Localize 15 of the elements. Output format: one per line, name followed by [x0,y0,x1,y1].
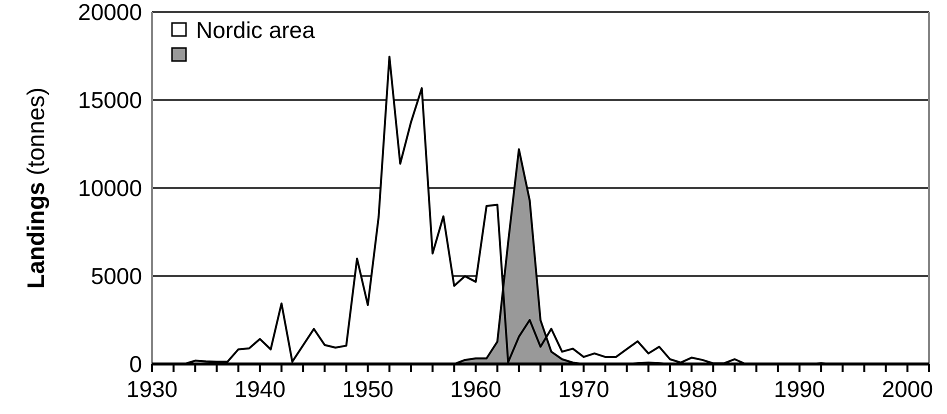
y-tick-label: 0 [129,351,142,377]
x-tick-label: 1980 [666,376,718,402]
x-tick-label: 1930 [126,376,178,402]
x-tick-label: 1990 [774,376,826,402]
x-tick-label: 1970 [558,376,610,402]
legend-label: Nordic area [196,17,316,43]
y-tick-label: 5000 [90,263,142,289]
y-tick-label: 15000 [78,87,142,113]
y-tick-label: 20000 [78,0,142,25]
x-tick-label: 2000 [882,376,934,402]
x-tick-label: 1940 [234,376,286,402]
x-tick-label: 1960 [450,376,502,402]
y-tick-label: 10000 [78,175,142,201]
x-tick-label: 1950 [342,376,394,402]
y-axis-title: Landings (tonnes) [23,87,50,289]
